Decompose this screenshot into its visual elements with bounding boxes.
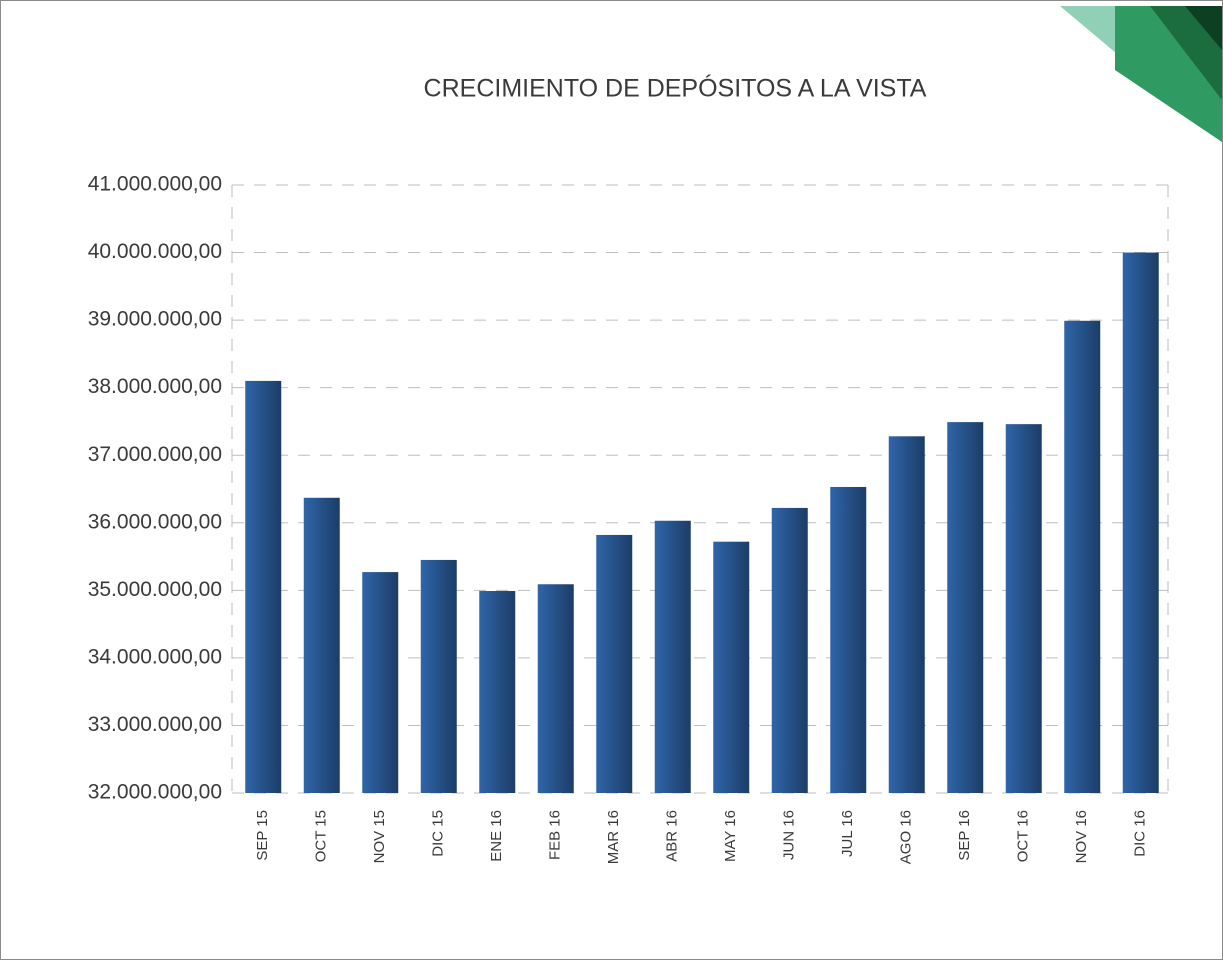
bar <box>771 507 808 793</box>
y-tick-label: 35.000.000,00 <box>88 578 222 601</box>
x-tick-label: OCT 16 <box>1015 810 1032 862</box>
bar <box>947 422 984 793</box>
x-tick-label: SEP 15 <box>254 810 271 861</box>
bar <box>420 559 457 793</box>
bar <box>888 436 925 793</box>
x-tick-label: JUL 16 <box>839 810 856 857</box>
bar <box>1122 252 1159 794</box>
x-tick-label: MAR 16 <box>605 810 622 864</box>
bar <box>362 572 399 793</box>
y-tick-label: 34.000.000,00 <box>88 645 222 668</box>
y-tick-label: 37.000.000,00 <box>88 443 222 466</box>
x-tick-label: MAY 16 <box>722 810 739 862</box>
y-tick-label: 40.000.000,00 <box>88 240 222 263</box>
x-tick-label: DIC 16 <box>1132 810 1149 857</box>
y-tick-label: 32.000.000,00 <box>88 781 222 804</box>
bar <box>303 497 340 793</box>
y-tick-label: 38.000.000,00 <box>88 375 222 398</box>
bar <box>596 534 633 793</box>
y-tick-label: 36.000.000,00 <box>88 510 222 533</box>
bar <box>654 520 691 793</box>
x-tick-label: OCT 15 <box>313 810 330 862</box>
y-tick-label: 39.000.000,00 <box>88 308 222 331</box>
chart-title: CRECIMIENTO DE DEPÓSITOS A LA VISTA <box>424 74 927 103</box>
bar <box>830 486 867 793</box>
x-tick-label: FEB 16 <box>547 810 564 860</box>
bar <box>479 591 516 793</box>
x-tick-label: SEP 16 <box>956 810 973 861</box>
x-tick-label: ENE 16 <box>488 810 505 862</box>
y-tick-label: 33.000.000,00 <box>88 713 222 736</box>
x-tick-label: NOV 16 <box>1073 810 1090 863</box>
x-tick-label: AGO 16 <box>898 810 915 864</box>
x-tick-label: DIC 15 <box>430 810 447 857</box>
bar <box>1005 424 1042 793</box>
x-tick-label: NOV 15 <box>371 810 388 863</box>
bar <box>245 380 282 793</box>
y-tick-label: 41.000.000,00 <box>88 173 222 196</box>
x-tick-label: ABR 16 <box>664 810 681 862</box>
x-tick-label: JUN 16 <box>781 810 798 860</box>
bar <box>1064 320 1101 793</box>
corner-decoration <box>1060 6 1222 142</box>
bar <box>537 584 574 793</box>
bar <box>713 541 750 793</box>
